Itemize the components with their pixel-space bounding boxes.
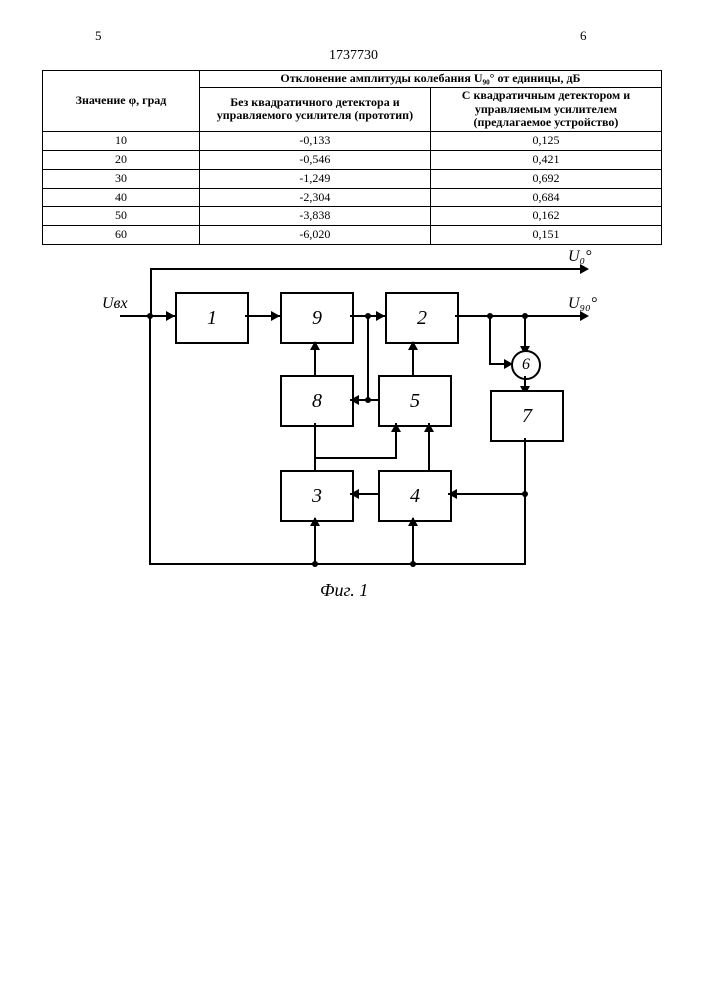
table-cell: 60: [43, 226, 200, 245]
document-number: 1737730: [0, 48, 707, 64]
table-cell: -0,133: [199, 132, 430, 151]
table-cell: -0,546: [199, 150, 430, 169]
table-cell: -6,020: [199, 226, 430, 245]
table-cell: -1,249: [199, 169, 430, 188]
block-5: 5: [378, 375, 452, 427]
block-1: 1: [175, 292, 249, 344]
table-cell: 30: [43, 169, 200, 188]
table-cell: -3,838: [199, 207, 430, 226]
page-number-right: 6: [580, 28, 587, 44]
col-header-dev: Отклонение амплитуды колебания U₉₀° от е…: [199, 71, 661, 88]
figure-label: Фиг. 1: [320, 580, 368, 601]
subhead-a: Без квадратичного детектора и управляемо…: [199, 87, 430, 131]
table-cell: 0,151: [430, 226, 661, 245]
block-diagram: Uвх U₀° U₉₀° 1 9 2 6 7 8: [120, 260, 600, 600]
label-uin: Uвх: [102, 295, 128, 313]
table-cell: 0,692: [430, 169, 661, 188]
block-8: 8: [280, 375, 354, 427]
table-cell: 0,684: [430, 188, 661, 207]
block-2: 2: [385, 292, 459, 344]
block-6: 6: [511, 350, 541, 380]
block-3: 3: [280, 470, 354, 522]
block-9: 9: [280, 292, 354, 344]
table-cell: -2,304: [199, 188, 430, 207]
table-cell: 50: [43, 207, 200, 226]
block-7: 7: [490, 390, 564, 442]
table-cell: 0,125: [430, 132, 661, 151]
page-number-left: 5: [95, 28, 102, 44]
table-cell: 20: [43, 150, 200, 169]
amplitude-table: Значение φ, град Отклонение амплитуды ко…: [42, 70, 662, 245]
block-4: 4: [378, 470, 452, 522]
subhead-b: С квадратичным детектором и управляемым …: [430, 87, 661, 131]
table-cell: 0,162: [430, 207, 661, 226]
table-cell: 10: [43, 132, 200, 151]
col-header-phi: Значение φ, град: [43, 71, 200, 132]
table-cell: 40: [43, 188, 200, 207]
table-cell: 0,421: [430, 150, 661, 169]
